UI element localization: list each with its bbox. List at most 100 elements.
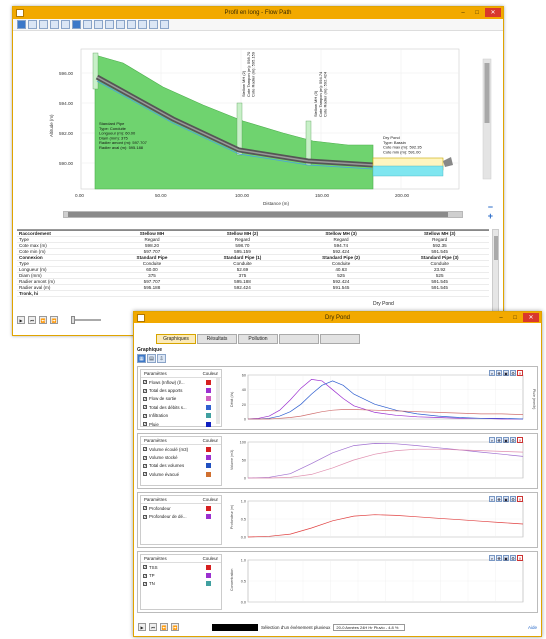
color-swatch[interactable]	[206, 514, 211, 520]
checkbox-icon[interactable]: ✓	[143, 581, 147, 586]
color-swatch[interactable]	[206, 413, 211, 419]
legend-item[interactable]: ✓ TSS	[141, 563, 221, 571]
pan-icon[interactable]: ✥	[496, 496, 502, 502]
fit-icon[interactable]: ▣	[503, 437, 509, 443]
checkbox-icon[interactable]: ✓	[143, 380, 147, 385]
pan-icon[interactable]: ✥	[496, 555, 502, 561]
settings-icon[interactable]: ⚙	[510, 496, 516, 502]
pan-icon[interactable]: ✥	[496, 437, 502, 443]
tab-4[interactable]	[320, 334, 360, 344]
legend-item[interactable]: ✓ Profondeur	[141, 504, 221, 512]
close-button[interactable]: ✕	[485, 8, 501, 17]
tab-3[interactable]	[279, 334, 319, 344]
clear-icon[interactable]: ✕	[517, 555, 523, 561]
legend-item[interactable]: ✓ Volume stocké	[141, 453, 221, 461]
color-swatch[interactable]	[206, 421, 211, 427]
forward-icon-2[interactable]: ⏩	[171, 623, 179, 631]
help-link[interactable]: Aide	[527, 624, 537, 630]
checkbox-icon[interactable]: ✓	[143, 472, 147, 477]
color-swatch[interactable]	[206, 396, 211, 402]
image-icon[interactable]	[160, 20, 169, 29]
legend-item[interactable]: ✓ Flow de sortie	[141, 395, 221, 403]
chart-icon[interactable]	[127, 20, 136, 29]
color-swatch[interactable]	[206, 463, 211, 469]
checkbox-icon[interactable]: ✓	[143, 422, 147, 427]
fit-icon[interactable]: ▣	[503, 496, 509, 502]
layers-icon[interactable]	[83, 20, 92, 29]
legend-item[interactable]: ✓ Volume écoulé (m3)	[141, 445, 221, 453]
checkbox-icon[interactable]: ✓	[143, 447, 147, 452]
color-swatch[interactable]	[206, 505, 211, 511]
fit-icon[interactable]	[50, 20, 59, 29]
clear-icon[interactable]: ✕	[517, 496, 523, 502]
checkbox-icon[interactable]: ✓	[143, 405, 147, 410]
color-swatch[interactable]	[206, 388, 211, 394]
legend-item[interactable]: ✓ Flows (Inflow) (l/...	[141, 378, 221, 386]
legend-item[interactable]: ✓ TN	[141, 580, 221, 588]
rewind-icon[interactable]: ⏪	[39, 316, 47, 324]
zoom-in-icon[interactable]: +	[487, 211, 493, 221]
fit-icon[interactable]: ▣	[503, 555, 509, 561]
clear-icon[interactable]: ✕	[517, 437, 523, 443]
horizontal-scrollbar[interactable]	[63, 211, 463, 218]
checkbox-icon[interactable]: ✓	[143, 514, 147, 519]
checkbox-icon[interactable]: ✓	[143, 388, 147, 393]
node-icon[interactable]	[94, 20, 103, 29]
event-select[interactable]: 20-0 Années 24H Hr Pluvio - 4.8 %	[333, 623, 406, 631]
tab-2[interactable]: Pollution	[238, 334, 278, 344]
color-swatch[interactable]	[206, 379, 211, 385]
legend-scrollbar[interactable]	[216, 378, 220, 424]
play-icon[interactable]: ▶	[17, 316, 25, 324]
fit-icon[interactable]: ▣	[503, 370, 509, 376]
export-icon[interactable]	[149, 20, 158, 29]
zoom-icon[interactable]: ⌕	[489, 370, 495, 376]
legend-item[interactable]: ✓ Pluie	[141, 420, 221, 428]
close-button-2[interactable]: ✕	[523, 313, 539, 322]
play-icon-2[interactable]: ▶	[138, 623, 146, 631]
checkbox-icon[interactable]: ✓	[143, 463, 147, 468]
time-slider[interactable]	[71, 316, 101, 324]
forward-icon[interactable]: ⏩	[50, 316, 58, 324]
legend-item[interactable]: ✓ TP	[141, 571, 221, 579]
maximize-button-2[interactable]: □	[513, 314, 517, 321]
zoom-icon[interactable]	[28, 20, 37, 29]
checkbox-icon[interactable]: ✓	[143, 506, 147, 511]
measure-icon[interactable]	[61, 20, 70, 29]
color-swatch[interactable]	[206, 564, 211, 570]
checkbox-icon[interactable]: ✓	[143, 565, 147, 570]
color-swatch[interactable]	[206, 581, 211, 587]
legend-item[interactable]: ✓ Volume évacué	[141, 470, 221, 478]
pan-icon[interactable]: ✥	[496, 370, 502, 376]
grid-icon[interactable]	[72, 20, 81, 29]
tab-0[interactable]: Graphiques	[156, 334, 196, 344]
export-icon[interactable]: ⇩	[157, 354, 166, 363]
legend-item[interactable]: ✓ Total des apports	[141, 386, 221, 394]
pan-icon[interactable]	[39, 20, 48, 29]
legend-item[interactable]: ✓ Total des volumes	[141, 462, 221, 470]
legend-item[interactable]: ✓ Total des débits s...	[141, 403, 221, 411]
tab-1[interactable]: Résultats	[197, 334, 237, 344]
legend-item[interactable]: ✓ Profondeur de dé...	[141, 512, 221, 520]
minimize-button-2[interactable]: –	[499, 314, 503, 321]
rewind-icon-2[interactable]: ⏪	[160, 623, 168, 631]
select-icon[interactable]	[17, 20, 26, 29]
color-swatch[interactable]	[206, 446, 211, 452]
first-icon-2[interactable]: ⏮	[149, 623, 157, 631]
zoom-icon[interactable]: ⌕	[489, 496, 495, 502]
chart-mode-icon[interactable]: ▦	[137, 354, 146, 363]
color-swatch[interactable]	[206, 573, 211, 579]
checkbox-icon[interactable]: ✓	[143, 396, 147, 401]
settings-icon[interactable]: ⚙	[510, 437, 516, 443]
zoom-icon[interactable]: ⌕	[489, 437, 495, 443]
profile-icon[interactable]	[116, 20, 125, 29]
maximize-button[interactable]: □	[475, 9, 479, 16]
checkbox-icon[interactable]: ✓	[143, 455, 147, 460]
first-icon[interactable]: ⏮	[28, 316, 36, 324]
color-swatch[interactable]	[206, 471, 211, 477]
legend-item[interactable]: ✓ Infiltration	[141, 412, 221, 420]
settings-icon[interactable]: ⚙	[510, 555, 516, 561]
checkbox-icon[interactable]: ✓	[143, 413, 147, 418]
zoom-icon[interactable]: ⌕	[489, 555, 495, 561]
color-swatch[interactable]	[206, 404, 211, 410]
settings-icon[interactable]: ⚙	[510, 370, 516, 376]
